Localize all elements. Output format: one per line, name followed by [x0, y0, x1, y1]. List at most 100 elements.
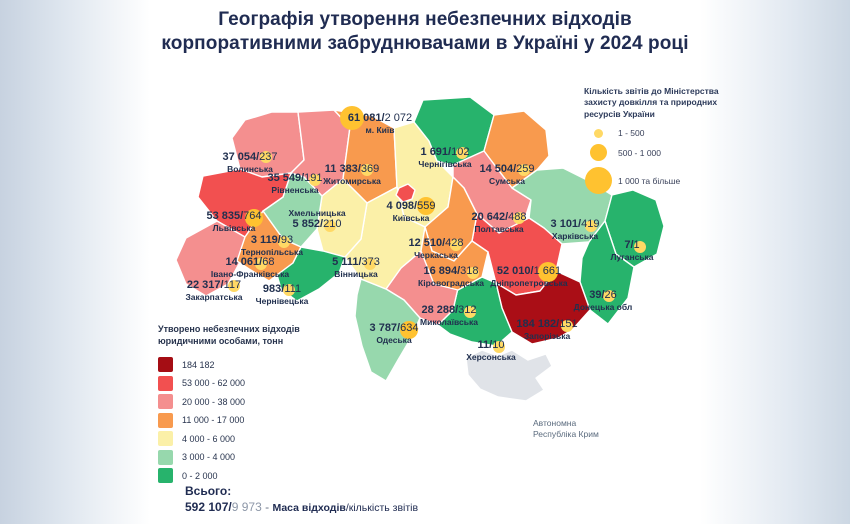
region-value: 20 642	[471, 211, 506, 224]
waste-legend-row: 4 000 - 6 000	[158, 429, 328, 448]
region-label-zhytomyrska: 11 383/369 Житомирська	[323, 163, 381, 186]
slash: /	[505, 211, 509, 224]
region-reports: 68	[262, 256, 275, 269]
slash: /	[513, 163, 517, 176]
slash: /	[448, 146, 452, 159]
total-caption-mass: Маса відходів	[272, 501, 346, 514]
region-shape-kyiv-city	[395, 183, 416, 203]
region-value: 14 504	[479, 163, 514, 176]
report-circle-rivnenska	[309, 174, 321, 186]
region-reports: 111	[284, 283, 302, 296]
report-circle-lvivska	[245, 209, 263, 227]
total-line: 592 107/9 973 - Маса відходів/кількість …	[185, 500, 418, 516]
region-value: 4 098	[386, 200, 415, 213]
report-circle-kharkivska	[585, 220, 597, 232]
region-value: 16 894	[423, 265, 458, 278]
region-label-donetska: 39/26 Донецька обл	[573, 289, 633, 313]
color-swatch	[158, 412, 173, 428]
reports-legend-title: Кількість звітів до Міністерства захисту…	[584, 86, 719, 119]
waste-legend-label: 3 000 - 4 000	[182, 452, 236, 463]
waste-legend-row: 53 000 - 62 000	[158, 374, 328, 393]
slash: /	[601, 289, 605, 302]
region-reports: 259	[516, 163, 535, 176]
region-value: 52 010	[496, 265, 531, 278]
waste-legend-row: 11 000 - 17 000	[158, 411, 328, 430]
report-circle-khersonska	[493, 341, 505, 353]
slash: /	[281, 283, 285, 296]
slash: /	[397, 322, 401, 335]
report-circle-zaporizka	[561, 320, 573, 332]
reports-legend-label: 1 000 та більше	[618, 175, 681, 186]
color-swatch	[158, 449, 173, 465]
slash: /	[455, 304, 459, 317]
region-value: 3 119	[250, 234, 278, 247]
reports-legend: Кількість звітів до Міністерства захисту…	[584, 86, 724, 200]
slash: /	[301, 172, 305, 185]
region-name: Донецька обл	[573, 302, 633, 313]
region-name: Одеська	[376, 335, 412, 346]
region-label-rivnenska: 35 549/191 Рівненська	[267, 172, 323, 196]
region-shape-donetska	[579, 220, 635, 325]
total-reports: 9 973	[231, 499, 262, 514]
region-label-kyivska: 4 098/559 Київська	[386, 200, 436, 223]
slash: /	[381, 112, 385, 125]
waste-legend-label: 4 000 - 6 000	[182, 433, 236, 444]
slash: /	[220, 279, 224, 292]
report-circle-odeska	[400, 321, 418, 339]
large-circle-icon	[584, 167, 612, 195]
color-swatch	[158, 431, 173, 447]
region-label-dnipropetrovska: 52 010/1 661 Дніпропетровська	[490, 265, 567, 288]
region-name: Тернопільська	[240, 247, 304, 258]
region-label-ternopilska: 3 119/93 Тернопільська	[240, 234, 304, 258]
color-swatch	[158, 394, 173, 410]
region-value: 3 787	[369, 322, 398, 335]
region-reports: 191	[304, 172, 323, 185]
crimea-name-line2: Республіка Крим	[533, 429, 599, 440]
region-label-kyiv-city: 61 081/2 072 м. Київ	[348, 112, 412, 135]
color-swatch	[158, 357, 173, 373]
region-value: 983	[262, 283, 282, 296]
region-label-crimea: Автономна Республіка Крим	[533, 418, 599, 440]
region-label-chernihivska: 1 691/102 Чернігівська	[418, 146, 471, 169]
report-circle-zakarpatska	[228, 280, 240, 292]
slash: /	[240, 210, 244, 223]
crimea-name-line1: Автономна	[533, 418, 577, 428]
region-reports: 151	[559, 318, 578, 331]
region-reports: 93	[280, 234, 294, 247]
report-circle-dnipropetrovska	[538, 262, 558, 282]
total-caption-reports: /кількість звітів	[345, 501, 419, 514]
region-name: Рівненська	[271, 185, 319, 196]
waste-legend-row: 3 000 - 4 000	[158, 448, 328, 467]
slash: /	[630, 239, 634, 252]
region-reports: 428	[445, 237, 464, 250]
region-reports: 237	[259, 151, 278, 164]
region-shapes	[175, 96, 665, 402]
region-value: 53 835	[206, 210, 241, 223]
reports-legend-row-large: 1 000 та більше	[584, 167, 724, 195]
separator: -	[265, 499, 270, 514]
waste-legend-label: 0 - 2 000	[182, 470, 218, 481]
region-reports: 373	[361, 256, 380, 269]
region-reports: 10	[492, 339, 505, 352]
region-reports: 369	[360, 163, 380, 176]
region-value: 7	[624, 239, 631, 252]
report-circle-cherkaska	[450, 239, 462, 251]
region-value: 14 061	[225, 256, 260, 269]
region-name: Хмельницька	[288, 208, 346, 219]
region-shape-crimea	[465, 349, 553, 402]
reports-legend-label: 1 - 500	[618, 128, 645, 139]
region-reports: 312	[458, 304, 477, 317]
report-circle-sumska	[518, 164, 530, 176]
slash: /	[530, 265, 534, 278]
region-value: 37 054	[222, 151, 257, 164]
region-reports: 102	[451, 146, 470, 159]
region-reports: 26	[604, 289, 617, 302]
report-circle-ivano-frankivska	[255, 258, 267, 270]
waste-legend-label: 11 000 - 17 000	[182, 415, 245, 426]
waste-legend-title-line2: юридичними особами, тонн	[158, 335, 284, 346]
region-reports: 559	[417, 200, 436, 213]
region-label-zakarpatska: 22 317/117 Закарпатська	[185, 279, 242, 302]
region-shape-lvivska	[197, 168, 292, 238]
